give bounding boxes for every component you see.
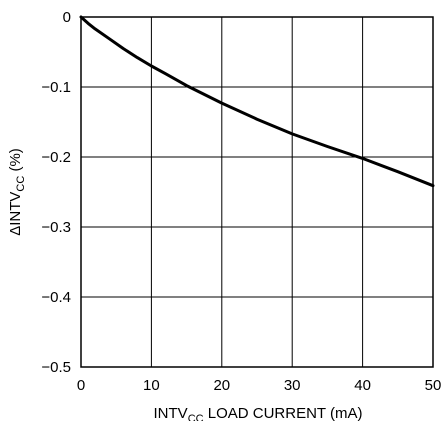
- x-tick-label: 30: [284, 377, 301, 394]
- y-tick-label: 0: [63, 9, 71, 26]
- x-tick-labels: 0 10 20 30 40 50: [77, 377, 442, 394]
- x-axis-title-sub: CC: [188, 413, 204, 421]
- grid: [80, 16, 434, 368]
- y-axis-title-rest: (%): [7, 148, 24, 176]
- y-tick-label: −0.3: [41, 219, 71, 236]
- y-tick-label: −0.4: [41, 289, 71, 306]
- x-tick-label: 0: [77, 377, 85, 394]
- series-line: [79, 15, 435, 188]
- y-axis-title-sub: CC: [15, 176, 27, 192]
- x-tick-label: 40: [354, 377, 371, 394]
- x-axis-title: INTVCC LOAD CURRENT (mA): [154, 405, 363, 421]
- x-axis-title-main: INTV: [154, 405, 188, 421]
- x-axis-title-rest: LOAD CURRENT (mA): [204, 405, 363, 421]
- y-tick-label: −0.2: [41, 149, 71, 166]
- y-tick-label: −0.1: [41, 79, 71, 96]
- x-tick-label: 50: [425, 377, 442, 394]
- y-axis-title-main: ΔINTV: [7, 192, 24, 236]
- y-tick-label: −0.5: [41, 359, 71, 376]
- y-axis-title: ΔINTVCC (%): [7, 148, 27, 236]
- x-tick-label: 10: [143, 377, 160, 394]
- y-tick-labels: 0 −0.1 −0.2 −0.3 −0.4 −0.5: [41, 9, 71, 376]
- x-tick-label: 20: [213, 377, 230, 394]
- plot-frame: [80, 16, 434, 368]
- series-group: [79, 15, 435, 188]
